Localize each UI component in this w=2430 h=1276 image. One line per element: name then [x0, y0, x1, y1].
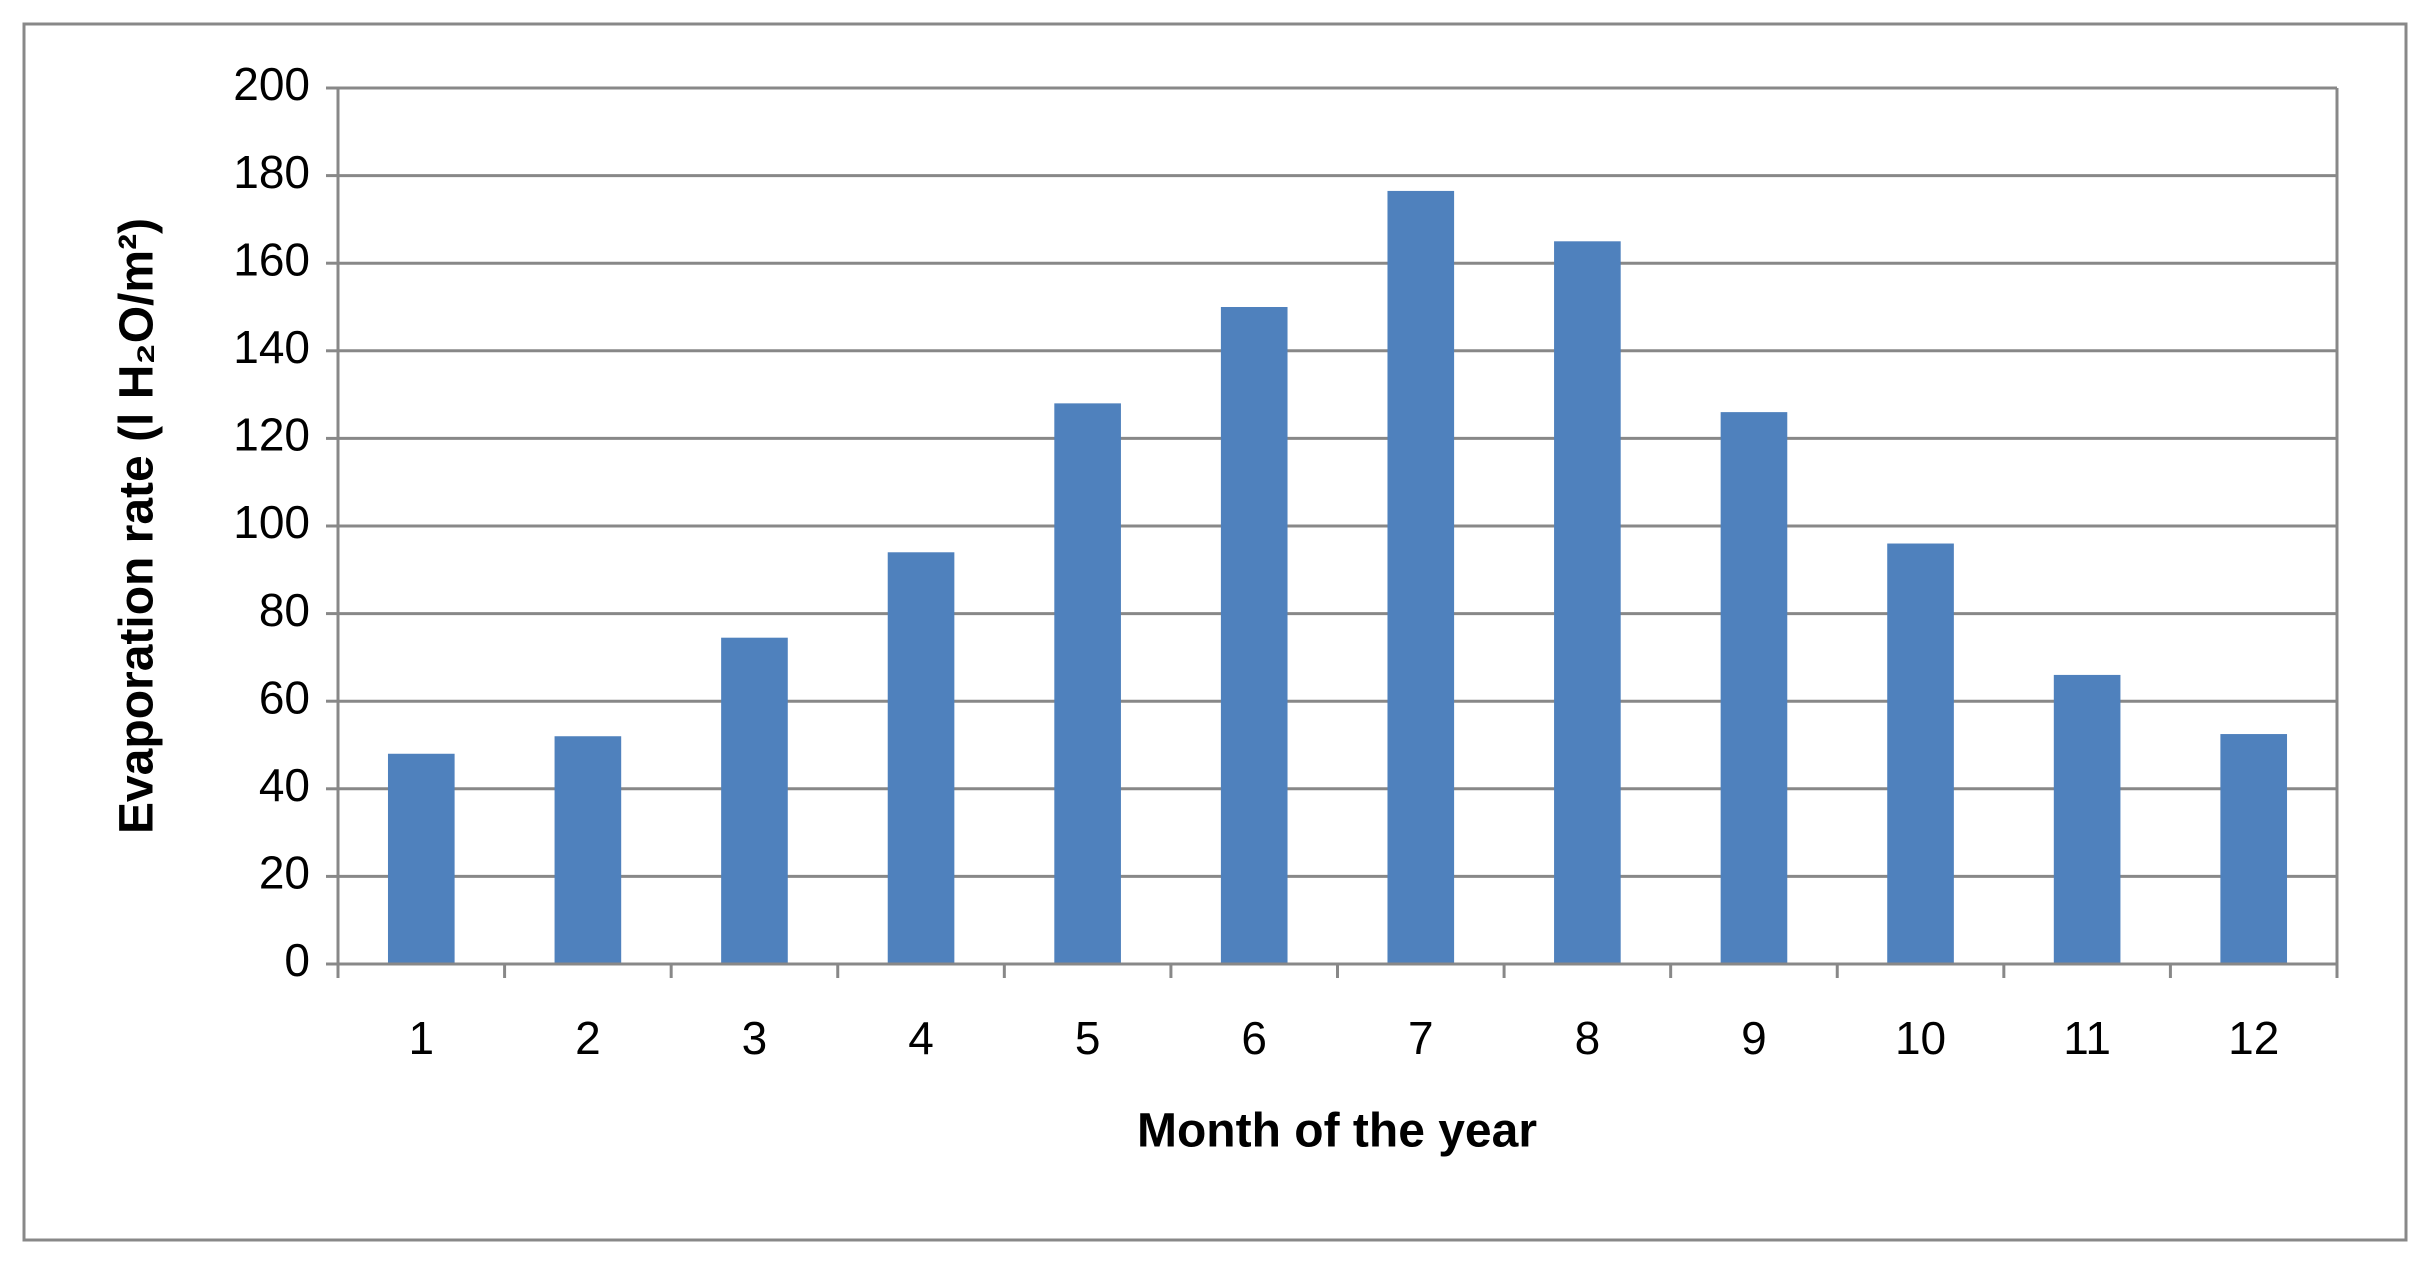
y-tick-label: 180 — [233, 146, 310, 198]
bar — [387, 753, 455, 964]
bar — [1054, 403, 1121, 964]
bar — [1220, 307, 1288, 964]
bar — [721, 637, 788, 964]
y-axis-title: Evaporation rate (l H₂O/m²) — [111, 218, 164, 834]
bar — [1387, 190, 1455, 964]
y-tick-label: 200 — [233, 58, 310, 110]
y-tick-label: 20 — [259, 847, 310, 899]
bar — [887, 552, 955, 964]
x-tick-label: 9 — [1741, 1012, 1767, 1064]
x-tick-label: 4 — [908, 1012, 934, 1064]
x-tick-label: 5 — [1075, 1012, 1101, 1064]
y-tick-label: 100 — [233, 496, 310, 548]
x-tick-label: 11 — [2063, 1012, 2111, 1064]
y-tick-label: 140 — [233, 321, 310, 373]
x-tick-label: 1 — [408, 1012, 434, 1064]
x-axis-title: Month of the year — [1137, 1105, 1537, 1158]
bar — [1887, 543, 1954, 964]
y-tick-label: 120 — [233, 409, 310, 461]
x-tick-label: 12 — [2228, 1012, 2279, 1064]
x-tick-label: 10 — [1895, 1012, 1946, 1064]
x-tick-label: 6 — [1241, 1012, 1267, 1064]
x-tick-label: 8 — [1575, 1012, 1601, 1064]
bar — [2220, 734, 2288, 964]
y-tick-label: 80 — [259, 584, 310, 636]
x-tick-label: 3 — [742, 1012, 768, 1064]
bar — [1720, 412, 1788, 964]
y-tick-label: 40 — [259, 759, 310, 811]
bar — [554, 736, 622, 964]
y-tick-label: 160 — [233, 233, 310, 285]
x-tick-label: 2 — [575, 1012, 601, 1064]
y-tick-label: 0 — [284, 934, 310, 986]
bar — [1554, 241, 1621, 965]
bar — [2053, 674, 2121, 964]
x-tick-label: 7 — [1408, 1012, 1434, 1064]
chart-border — [22, 22, 2408, 1242]
y-tick-label: 60 — [259, 671, 310, 723]
